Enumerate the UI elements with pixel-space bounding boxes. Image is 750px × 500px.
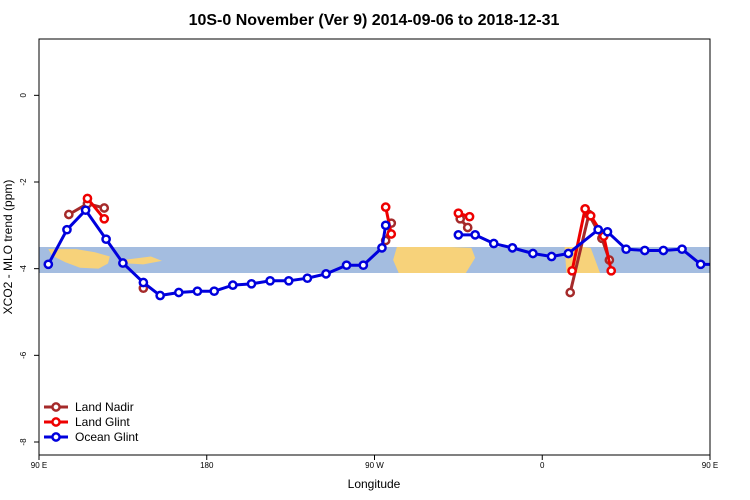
ocean-glint-point	[593, 224, 604, 235]
legend-label-ocean-glint: Ocean Glint	[75, 430, 139, 444]
y-tick-label: -4	[19, 265, 28, 273]
legend-marker-ocean-glint	[51, 432, 61, 442]
x-tick-label: 90 W	[365, 461, 384, 470]
ocean-glint-point	[283, 275, 294, 286]
x-tick-label: 0	[540, 461, 545, 470]
ocean-glint-point	[173, 287, 184, 298]
ocean-glint-point	[192, 286, 203, 297]
ocean-glint-point	[341, 260, 352, 271]
legend-label-land-glint: Land Glint	[75, 415, 130, 429]
ocean-glint-point	[209, 286, 220, 297]
land-nadir-line	[740, 204, 750, 215]
legend-marker-land-glint	[51, 417, 61, 427]
ocean-glint-point	[470, 230, 480, 240]
ocean-glint-point	[80, 205, 91, 216]
legend-marker-land-nadir	[51, 402, 61, 412]
land-mass	[719, 249, 750, 268]
ocean-glint-point	[358, 260, 369, 271]
ocean-glint-point	[155, 290, 166, 301]
land-glint-point	[453, 208, 464, 219]
ocean-glint-point	[716, 261, 723, 268]
ocean-glint-point	[563, 248, 574, 259]
land-mass	[393, 247, 476, 273]
x-tick-label: 90 E	[702, 461, 718, 470]
series-layer	[43, 193, 750, 301]
x-tick-label: 180	[200, 461, 214, 470]
ocean-glint-point	[602, 226, 613, 237]
ocean-glint-point	[488, 238, 499, 249]
ocean-glint-point	[321, 269, 331, 279]
land-nadir-point	[565, 287, 576, 298]
y-tick-label: 0	[19, 93, 28, 98]
x-tick-label: 90 E	[31, 461, 47, 470]
ocean-glint-point	[677, 244, 687, 255]
land-mass	[122, 256, 163, 265]
ocean-glint-point	[621, 244, 631, 255]
ocean-glint-point	[43, 259, 54, 270]
y-axis-label: XCO2 - MLO trend (ppm)	[1, 180, 15, 315]
ocean-glint-point	[377, 243, 387, 253]
ocean-glint-point	[528, 248, 538, 259]
ocean-glint-point	[265, 275, 275, 286]
land-nadir-point	[63, 209, 74, 220]
ocean-glint-point	[546, 251, 557, 262]
land-mass	[48, 249, 110, 269]
ocean-glint-point	[62, 224, 72, 235]
ocean-glint-point	[453, 230, 464, 240]
ocean-glint-point	[138, 277, 149, 288]
ocean-glint-point	[658, 245, 669, 256]
land-glint-point	[82, 193, 93, 204]
ocean-glint-point	[246, 278, 257, 289]
x-axis-label: Longitude	[348, 477, 401, 491]
background-band	[39, 247, 750, 273]
land-nadir-point	[736, 211, 743, 218]
y-axis: 0 -2 -4 -6 -8	[19, 93, 39, 446]
land-glint-point	[386, 229, 397, 239]
y-tick-label: -6	[19, 351, 28, 359]
land-glint-point	[580, 204, 590, 214]
y-tick-label: -8	[19, 438, 28, 446]
land-glint-point	[606, 265, 617, 276]
chart-title: 10S-0 November (Ver 9) 2014-09-06 to 201…	[189, 12, 560, 29]
ocean-glint-point	[101, 234, 111, 245]
legend-label-land-nadir: Land Nadir	[75, 400, 134, 414]
ocean-glint-point	[118, 258, 128, 268]
ocean-glint-point	[734, 226, 741, 233]
ocean-glint-point	[695, 259, 706, 270]
land-glint-point	[99, 213, 110, 224]
y-tick-label: -2	[19, 178, 28, 186]
land-glint-point	[380, 202, 391, 212]
ocean-glint-point	[507, 243, 518, 253]
land-glint-point	[585, 210, 596, 221]
x-axis: 90 E 180 90 W 0 90 E	[31, 455, 718, 470]
ocean-glint-point	[227, 280, 238, 290]
land-nadir-point	[462, 222, 473, 233]
land-nadir-point	[99, 203, 110, 213]
ocean-glint-point	[639, 245, 650, 256]
ocean-glint-point	[302, 273, 313, 284]
ocean-glint-point	[380, 220, 391, 231]
land-glint-point	[567, 265, 577, 276]
land-glint-point	[464, 211, 475, 222]
